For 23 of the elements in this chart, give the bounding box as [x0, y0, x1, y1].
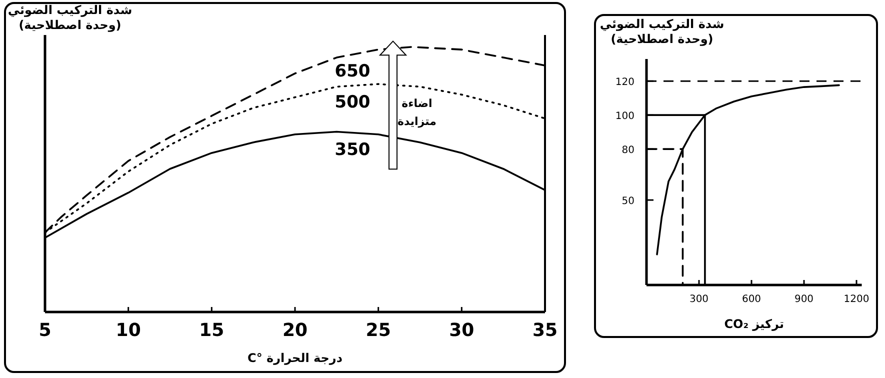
- x-tick-label: 600: [742, 294, 762, 305]
- x-axis-title: تركيز CO₂: [724, 317, 784, 331]
- series-label: 500: [334, 92, 370, 113]
- x-tick-label: 5: [38, 320, 52, 341]
- x-tick-label: 25: [366, 320, 391, 341]
- x-tick-label: 900: [794, 294, 814, 305]
- series-label: 350: [334, 140, 370, 160]
- annotation: اضاءة متزايدة: [398, 97, 436, 128]
- x-tick-label: 15: [199, 320, 224, 341]
- x-tick-label: 30: [449, 320, 474, 341]
- y-tick-label: 100: [615, 111, 634, 122]
- y-axis-title: شدة التركيب الضوئي (وحدة اصطلاحية): [8, 3, 132, 32]
- x-tick-label: 300: [689, 294, 709, 305]
- y-tick-label: 120: [615, 77, 634, 88]
- x-tick-label: 20: [282, 320, 308, 341]
- y-axis-title: شدة التركيب الضوئي (وحدة اصطلاحية): [600, 17, 724, 46]
- y-tick-label: 50: [622, 196, 634, 208]
- x-tick-label: 1200: [844, 294, 870, 305]
- x-axis-title: درجة الحرارة °C: [248, 351, 342, 365]
- series-label: 650: [334, 62, 370, 82]
- x-tick-label: 35: [532, 320, 558, 341]
- x-tick-label: 10: [116, 320, 141, 341]
- y-tick-label: 80: [622, 145, 634, 156]
